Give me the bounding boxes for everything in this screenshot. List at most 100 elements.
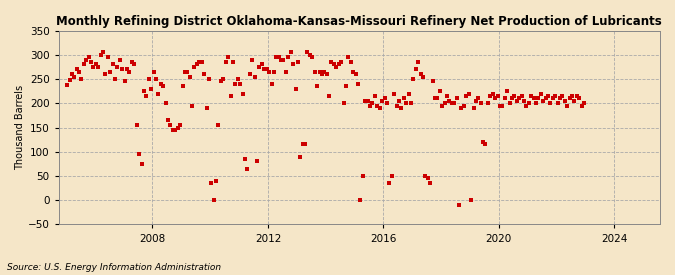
Point — [461, 94, 472, 98]
Point — [167, 128, 178, 132]
Point — [122, 67, 132, 72]
Point — [521, 103, 532, 108]
Point — [78, 62, 89, 67]
Y-axis label: Thousand Barrels: Thousand Barrels — [15, 85, 25, 170]
Point — [572, 94, 583, 98]
Point — [485, 94, 495, 98]
Point — [487, 91, 498, 96]
Point — [64, 78, 75, 82]
Point — [401, 101, 412, 106]
Point — [439, 101, 450, 106]
Point — [435, 89, 446, 93]
Point — [331, 65, 342, 69]
Point — [449, 101, 460, 106]
Point — [472, 96, 483, 101]
Point — [384, 181, 395, 185]
Point — [381, 101, 392, 106]
Point — [576, 103, 587, 108]
Point — [182, 70, 192, 74]
Point — [564, 96, 575, 101]
Point — [264, 70, 275, 74]
Point — [533, 96, 544, 101]
Point — [321, 72, 332, 76]
Point — [547, 96, 558, 101]
Point — [350, 72, 361, 76]
Point — [463, 91, 474, 96]
Point — [141, 94, 152, 98]
Point — [86, 60, 97, 64]
Point — [343, 55, 354, 59]
Point — [213, 123, 224, 127]
Point — [557, 94, 568, 98]
Point — [252, 159, 263, 164]
Point — [423, 176, 433, 181]
Point — [389, 91, 400, 96]
Point — [81, 57, 92, 62]
Point — [223, 55, 234, 59]
Point — [237, 91, 248, 96]
Point — [194, 60, 205, 64]
Point — [550, 94, 561, 98]
Point — [495, 103, 506, 108]
Point — [220, 60, 231, 64]
Point — [256, 62, 267, 67]
Point — [90, 62, 101, 67]
Point — [432, 96, 443, 101]
Point — [394, 99, 404, 103]
Point — [196, 60, 207, 64]
Point — [304, 53, 315, 57]
Point — [475, 101, 486, 106]
Point — [88, 65, 99, 69]
Point — [110, 77, 121, 81]
Point — [300, 142, 310, 147]
Point — [437, 103, 448, 108]
Point — [227, 60, 238, 64]
Point — [209, 198, 219, 202]
Point — [454, 203, 464, 207]
Point — [425, 181, 435, 185]
Point — [375, 106, 385, 110]
Point — [398, 96, 409, 101]
Point — [506, 96, 517, 101]
Point — [502, 89, 512, 93]
Point — [131, 123, 142, 127]
Point — [242, 167, 252, 171]
Point — [341, 84, 352, 89]
Point — [578, 101, 589, 106]
Point — [83, 55, 94, 59]
Point — [312, 84, 323, 89]
Point — [100, 72, 111, 76]
Point — [201, 106, 212, 110]
Point — [518, 99, 529, 103]
Point — [95, 53, 106, 57]
Point — [346, 60, 356, 64]
Point — [302, 50, 313, 54]
Point — [103, 55, 113, 59]
Point — [562, 103, 572, 108]
Point — [466, 198, 477, 202]
Point — [129, 62, 140, 67]
Point — [497, 103, 508, 108]
Point — [516, 94, 527, 98]
Point — [369, 94, 380, 98]
Point — [69, 75, 80, 79]
Point — [232, 77, 243, 81]
Point — [177, 84, 188, 89]
Point — [396, 106, 407, 110]
Point — [326, 60, 337, 64]
Point — [317, 72, 327, 76]
Point — [353, 82, 364, 86]
Title: Monthly Refining District Oklahoma-Kansas-Missouri Refinery Net Production of Lu: Monthly Refining District Oklahoma-Kansa… — [57, 15, 662, 28]
Point — [555, 96, 566, 101]
Point — [143, 77, 154, 81]
Point — [314, 70, 325, 74]
Point — [338, 101, 349, 106]
Point — [403, 91, 414, 96]
Point — [155, 82, 166, 86]
Point — [124, 70, 135, 74]
Point — [528, 96, 539, 101]
Point — [324, 94, 335, 98]
Point — [117, 67, 128, 72]
Point — [483, 101, 493, 106]
Point — [290, 87, 301, 91]
